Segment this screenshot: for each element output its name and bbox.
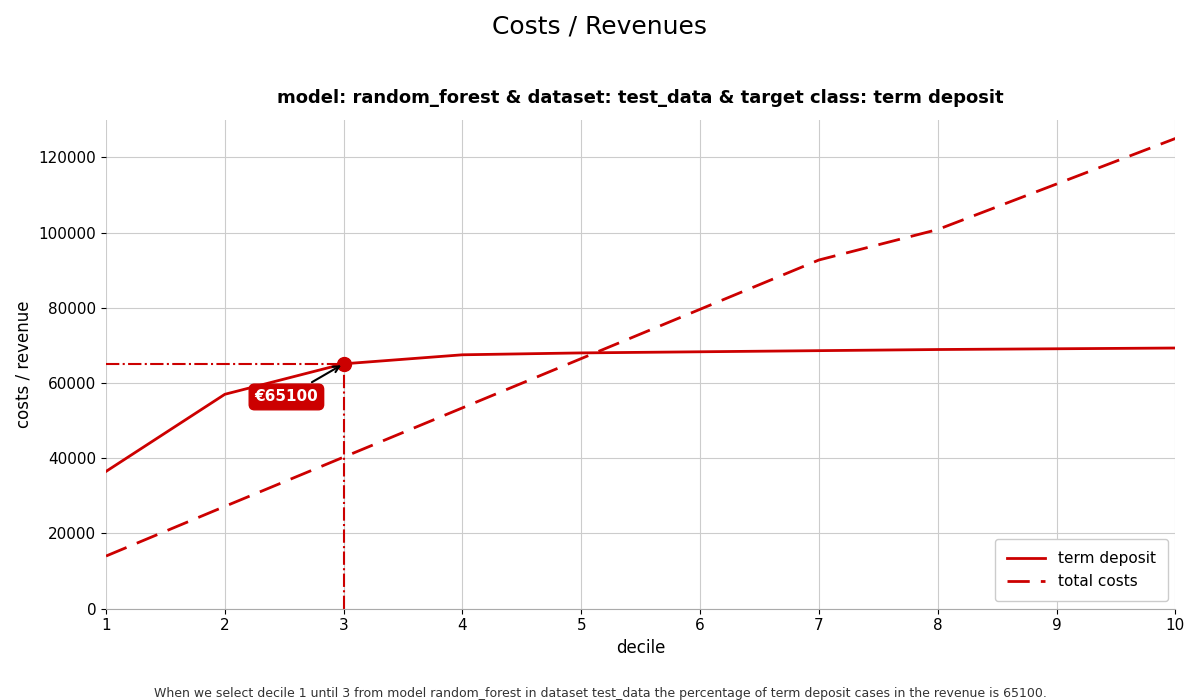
total costs [574,354,588,363]
term deposit [217,390,232,398]
Text: €65100: €65100 [254,366,340,405]
term deposit [692,348,707,356]
total costs [1049,180,1063,188]
total costs [217,502,232,510]
Text: Costs / Revenues: Costs / Revenues [492,14,708,38]
total costs [98,552,113,560]
Text: When we select decile 1 until 3 from model random_forest in dataset test_data th: When we select decile 1 until 3 from mod… [154,687,1046,699]
Title: model: random_forest & dataset: test_data & target class: term deposit: model: random_forest & dataset: test_dat… [277,89,1004,107]
Line: total costs: total costs [106,139,1175,556]
term deposit [930,345,944,354]
Point [334,358,353,370]
term deposit [336,360,350,368]
X-axis label: decile: decile [616,639,665,657]
total costs [336,453,350,461]
term deposit [811,346,826,355]
Legend: term deposit, total costs: term deposit, total costs [995,539,1168,601]
total costs [455,404,469,412]
total costs [1168,134,1182,143]
Y-axis label: costs / revenue: costs / revenue [14,300,32,428]
term deposit [98,467,113,475]
term deposit [1049,344,1063,353]
total costs [811,256,826,264]
total costs [692,305,707,314]
term deposit [455,351,469,359]
Line: term deposit: term deposit [106,348,1175,471]
term deposit [1168,344,1182,352]
total costs [930,225,944,234]
term deposit [574,349,588,357]
